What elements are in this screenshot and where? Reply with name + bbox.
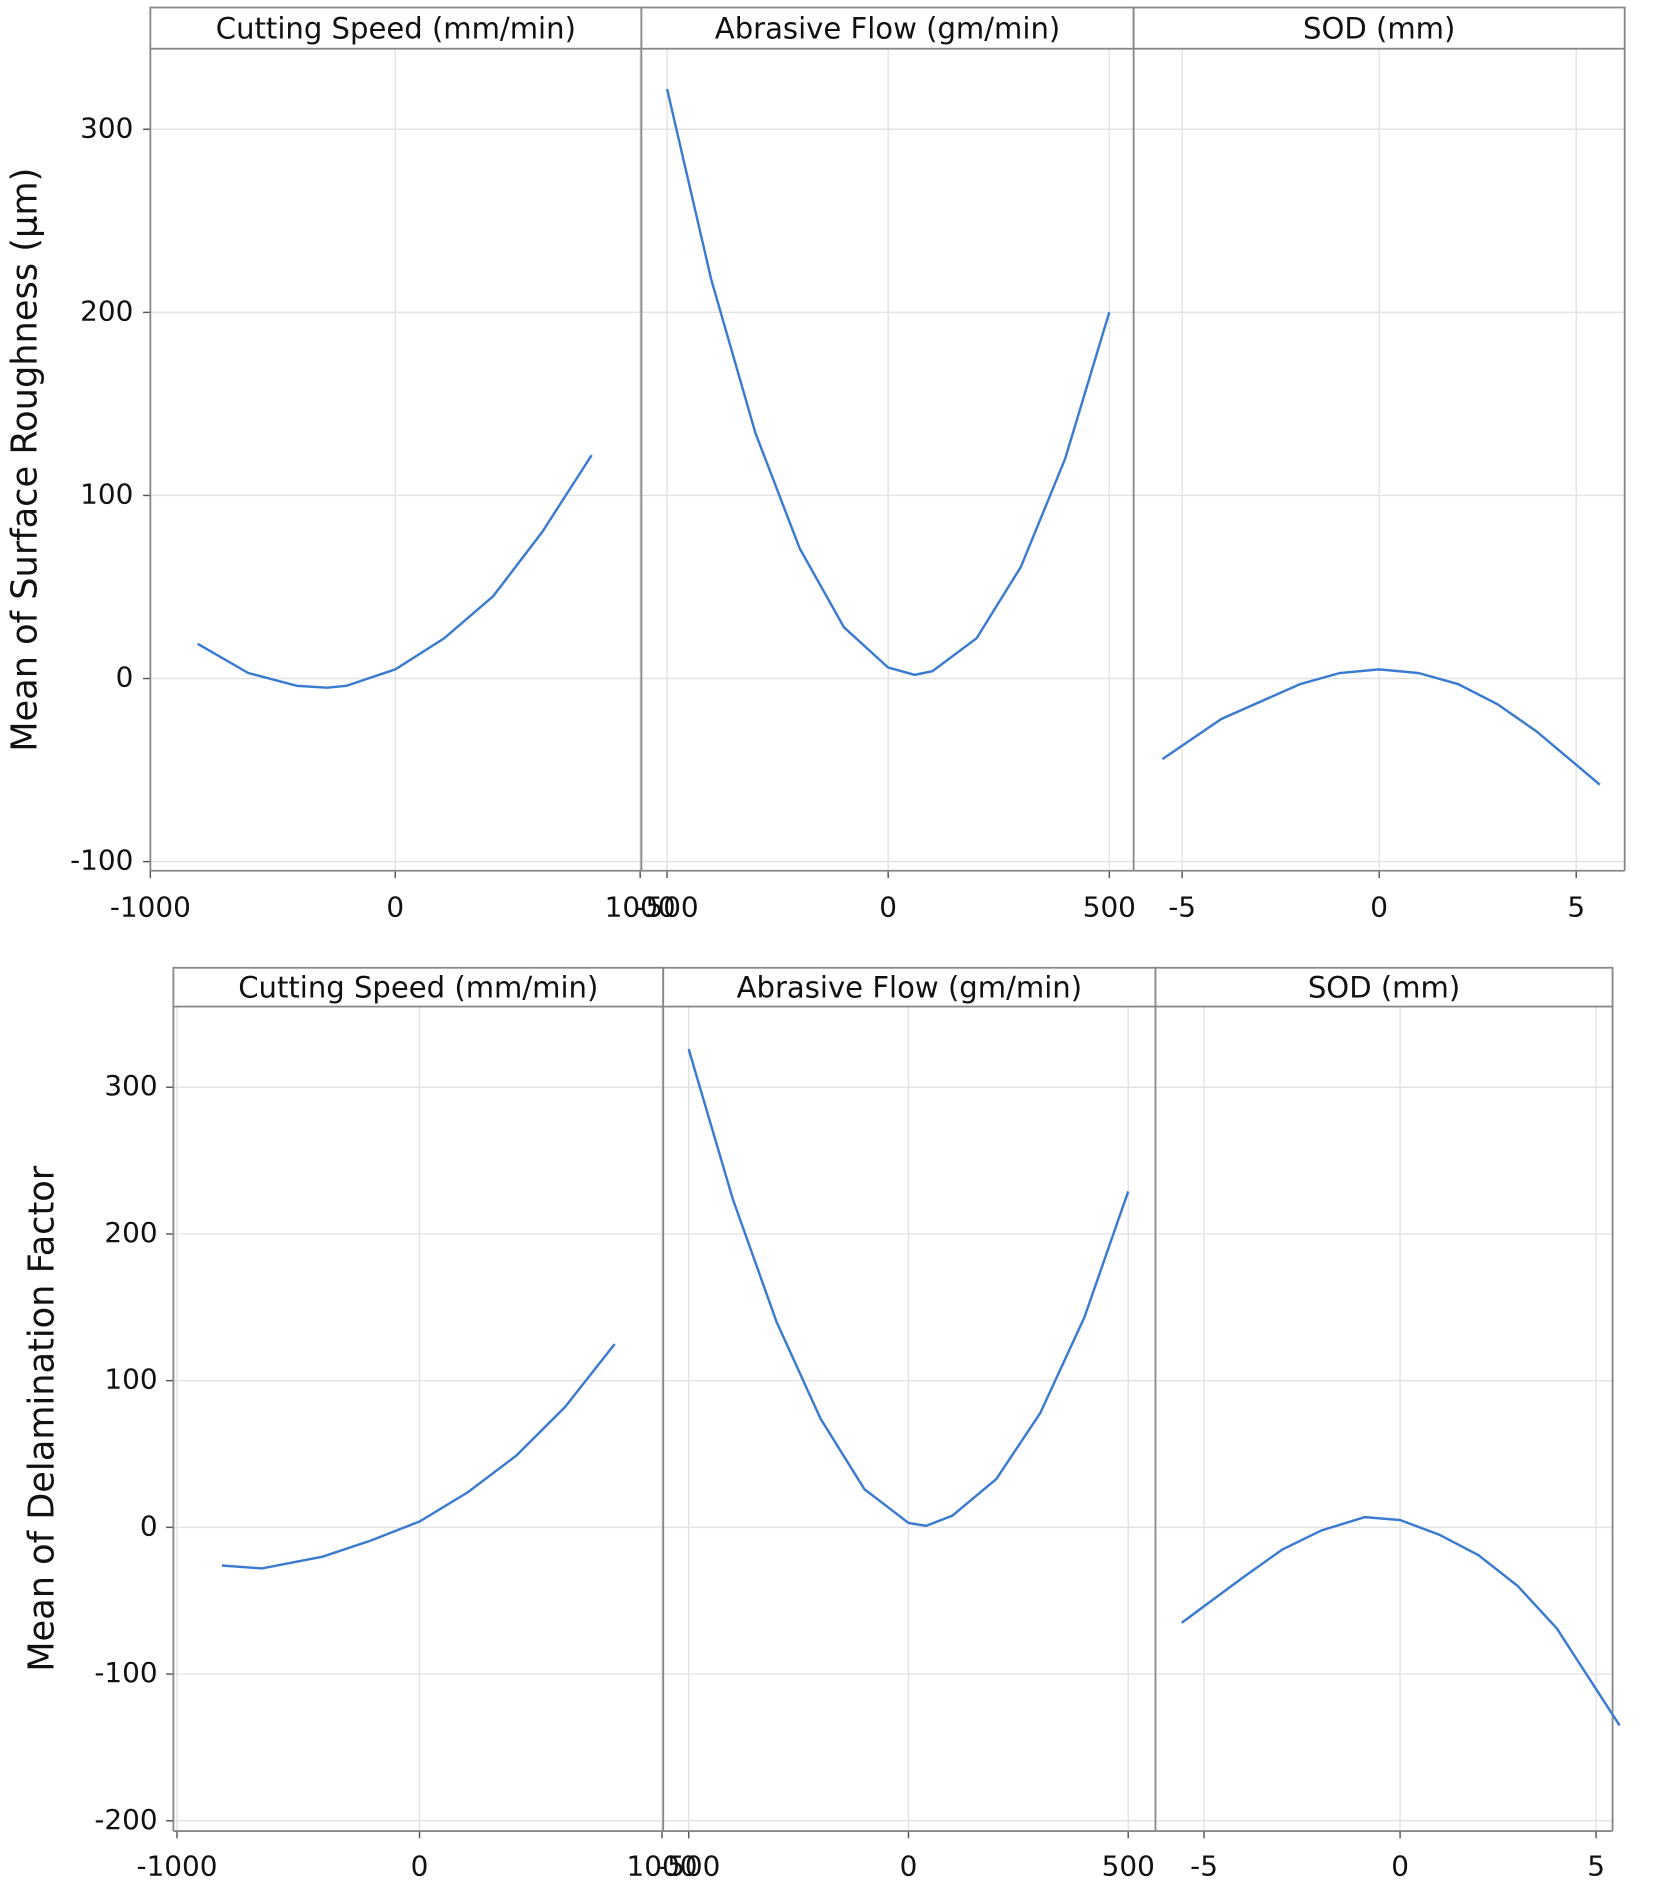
line	[1161, 668, 1601, 786]
y-tick-label: 300	[104, 1069, 157, 1102]
x-tick-label: 0	[900, 1849, 918, 1882]
x-tick-label: -1000	[110, 890, 191, 923]
x-tick-label: 5	[1587, 1849, 1605, 1882]
panel-header	[1132, 6, 1626, 50]
x-tick-label: 5	[1567, 890, 1585, 923]
line	[687, 1048, 1130, 1528]
x-tick-label: -1000	[137, 1849, 218, 1882]
panel-title: Cutting Speed (mm/min)	[216, 12, 576, 46]
panel-header	[149, 6, 643, 50]
line	[1181, 1515, 1621, 1727]
y-axis-label: Mean of Surface Roughness (μm)	[5, 168, 46, 752]
panel-header	[172, 966, 665, 1008]
x-tick-label: -5	[1190, 1849, 1218, 1882]
x-tick-label: 0	[411, 1849, 429, 1882]
panel-header	[640, 6, 1135, 50]
panel-title: SOD (mm)	[1308, 971, 1460, 1005]
x-tick-label: -5	[1168, 890, 1196, 923]
x-tick-label: 1000	[605, 890, 676, 923]
y-tick-label: 100	[104, 1363, 157, 1396]
panel-title: Cutting Speed (mm/min)	[238, 971, 598, 1005]
y-tick-label: 200	[104, 1216, 157, 1249]
x-tick-label: 0	[879, 890, 897, 923]
x-tick-label: -500	[635, 890, 698, 923]
y-tick-label: -100	[70, 844, 133, 877]
y-axis-label: Mean of Delamination Factor	[22, 1165, 63, 1672]
line	[197, 454, 593, 689]
panel-header	[1154, 966, 1614, 1008]
x-tick-label: 500	[1083, 890, 1136, 923]
line	[665, 88, 1111, 677]
x-tick-label: 500	[1102, 1849, 1155, 1882]
x-tick-label: 0	[1370, 890, 1388, 923]
y-tick-label: 0	[140, 1509, 158, 1542]
x-tick-label: 0	[1391, 1849, 1409, 1882]
panel-title: Abrasive Flow (gm/min)	[737, 971, 1082, 1005]
y-tick-label: -200	[94, 1803, 157, 1836]
panel-header	[662, 966, 1157, 1008]
panel-title: SOD (mm)	[1303, 12, 1455, 46]
panel-title: Abrasive Flow (gm/min)	[715, 12, 1060, 46]
y-tick-label: 100	[80, 477, 133, 510]
y-tick-label: -100	[94, 1656, 157, 1689]
line	[221, 1343, 616, 1570]
y-tick-label: 0	[116, 661, 134, 694]
x-tick-label: 0	[386, 890, 404, 923]
x-tick-label: 1000	[627, 1849, 698, 1882]
x-tick-label: -500	[657, 1849, 720, 1882]
y-tick-label: 200	[80, 294, 133, 327]
y-tick-label: 300	[80, 111, 133, 144]
